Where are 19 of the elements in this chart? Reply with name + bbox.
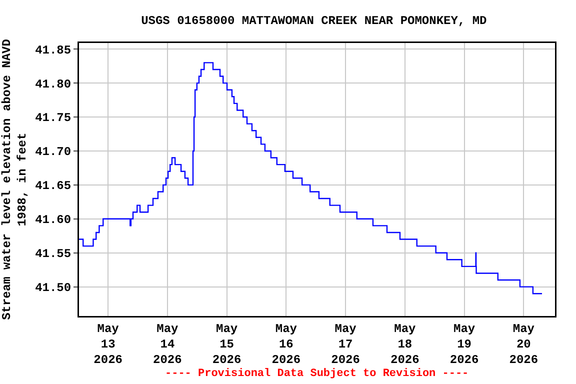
x-tick-label: May 20 2026	[509, 322, 538, 368]
x-tick-label: May 16 2026	[272, 322, 301, 368]
y-tick-label: 41.70	[35, 145, 72, 160]
y-tick-label: 41.80	[35, 77, 72, 92]
x-tick-label: May 14 2026	[153, 322, 182, 368]
y-tick-label: 41.65	[35, 179, 72, 194]
y-tick-label: 41.75	[35, 111, 72, 126]
x-tick-label: May 15 2026	[212, 322, 242, 368]
text: ---- Provisional Data Subject to Revision ----	[165, 368, 469, 380]
y-tick-label: 41.85	[35, 43, 72, 58]
y-axis-title: Stream water level elevation above NAVD 1988, in feet	[0, 39, 30, 320]
x-tick-label: May 13 2026	[94, 322, 122, 368]
x-tick-label: May 19 2026	[450, 322, 479, 368]
y-tick-label: 41.50	[35, 281, 72, 295]
x-tick-label: May 17 2026	[331, 322, 360, 368]
y-tick-label: 41.55	[35, 247, 72, 262]
y-tick-label: 41.60	[35, 213, 72, 228]
x-tick-label: May 18 2026	[390, 322, 420, 368]
chart-title: USGS 01658000 MATTAWOMAN CREEK NEAR POMONKEY, MD	[141, 14, 487, 28]
